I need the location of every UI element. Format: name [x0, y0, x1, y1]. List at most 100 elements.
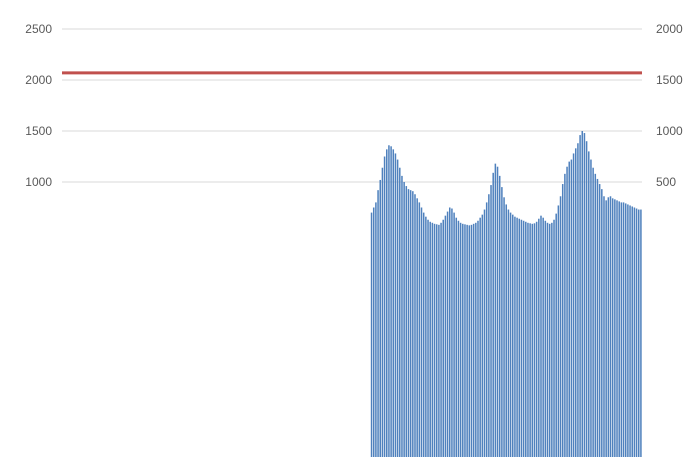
- bar: [629, 205, 631, 457]
- bar: [412, 191, 414, 457]
- bar: [538, 218, 540, 457]
- bar: [533, 223, 536, 457]
- bar: [418, 202, 421, 457]
- bar: [598, 184, 601, 457]
- bar: [501, 187, 503, 457]
- bar: [561, 184, 564, 457]
- bar: [488, 194, 490, 457]
- bar: [548, 223, 551, 457]
- bar: [525, 221, 527, 457]
- bar: [633, 207, 636, 457]
- bar: [481, 214, 484, 457]
- bar: [448, 207, 451, 457]
- bar: [438, 224, 440, 457]
- bar: [462, 223, 464, 457]
- bar: [520, 219, 523, 457]
- bar: [372, 207, 375, 457]
- gridlines: [62, 28, 642, 183]
- bar: [388, 145, 390, 457]
- bar: [422, 212, 425, 457]
- bar: [535, 221, 538, 457]
- bar: [559, 196, 562, 457]
- bar: [377, 190, 379, 457]
- bar: [553, 219, 555, 457]
- right-tick-label: 1000: [656, 124, 683, 138]
- bar: [427, 219, 429, 457]
- bar: [607, 197, 610, 457]
- right-tick-label: 500: [656, 175, 676, 189]
- bar: [433, 223, 436, 457]
- bar: [405, 186, 408, 457]
- bar: [472, 223, 475, 457]
- right-tick-label: 1500: [656, 73, 683, 87]
- bar: [592, 167, 594, 457]
- bar: [637, 209, 640, 457]
- bar: [527, 222, 529, 457]
- left-axis: 1000 1500 2000 2500: [25, 22, 52, 189]
- bar: [624, 203, 627, 457]
- bar: [572, 153, 575, 457]
- bar: [568, 161, 570, 457]
- bar: [603, 196, 605, 457]
- bar: [622, 202, 625, 457]
- bar: [542, 217, 544, 457]
- bar: [392, 149, 395, 457]
- bar: [544, 220, 547, 457]
- bar: [564, 173, 566, 457]
- bar: [507, 209, 510, 457]
- bar: [555, 213, 557, 457]
- bar: [459, 222, 462, 457]
- bar: [399, 167, 401, 457]
- bar: [635, 208, 638, 457]
- bar: [407, 189, 410, 457]
- bar: [581, 131, 584, 457]
- bar: [490, 185, 492, 457]
- bar: [609, 196, 612, 457]
- bar: [540, 215, 542, 457]
- bar: [470, 224, 473, 457]
- bar: [420, 207, 423, 457]
- bar: [457, 220, 460, 457]
- bar: [381, 167, 384, 457]
- bar: [431, 222, 434, 457]
- bar: [577, 143, 579, 457]
- bar: [396, 159, 399, 457]
- bar: [551, 222, 553, 457]
- bar: [446, 211, 449, 457]
- bar: [444, 215, 447, 457]
- bar: [585, 141, 588, 457]
- bar: [479, 217, 481, 457]
- bar: [435, 224, 438, 457]
- bar: [414, 194, 416, 457]
- bar: [616, 200, 618, 457]
- right-tick-label: 2000: [656, 22, 683, 36]
- bar: [503, 197, 505, 457]
- bar: [529, 223, 531, 457]
- bar: [516, 217, 518, 457]
- bar: [385, 149, 388, 457]
- bar: [566, 166, 568, 457]
- bar: [570, 159, 573, 457]
- bar: [611, 198, 614, 457]
- bar: [401, 175, 403, 457]
- bar: [429, 221, 431, 457]
- bar: [464, 224, 466, 457]
- left-tick-label: 2500: [25, 22, 52, 36]
- bar: [590, 159, 592, 457]
- bar: [498, 175, 501, 457]
- bar: [370, 212, 373, 457]
- bar: [379, 179, 381, 457]
- left-tick-label: 2000: [25, 73, 52, 87]
- bar: [485, 202, 488, 457]
- bar: [505, 204, 507, 457]
- bar: [466, 224, 468, 457]
- bar: [475, 222, 477, 457]
- bar: [383, 156, 386, 457]
- bar: [455, 217, 458, 457]
- bar: [451, 208, 453, 457]
- bar: [601, 189, 603, 457]
- bar: [492, 172, 494, 457]
- bar: [509, 212, 512, 457]
- bar: [468, 225, 471, 457]
